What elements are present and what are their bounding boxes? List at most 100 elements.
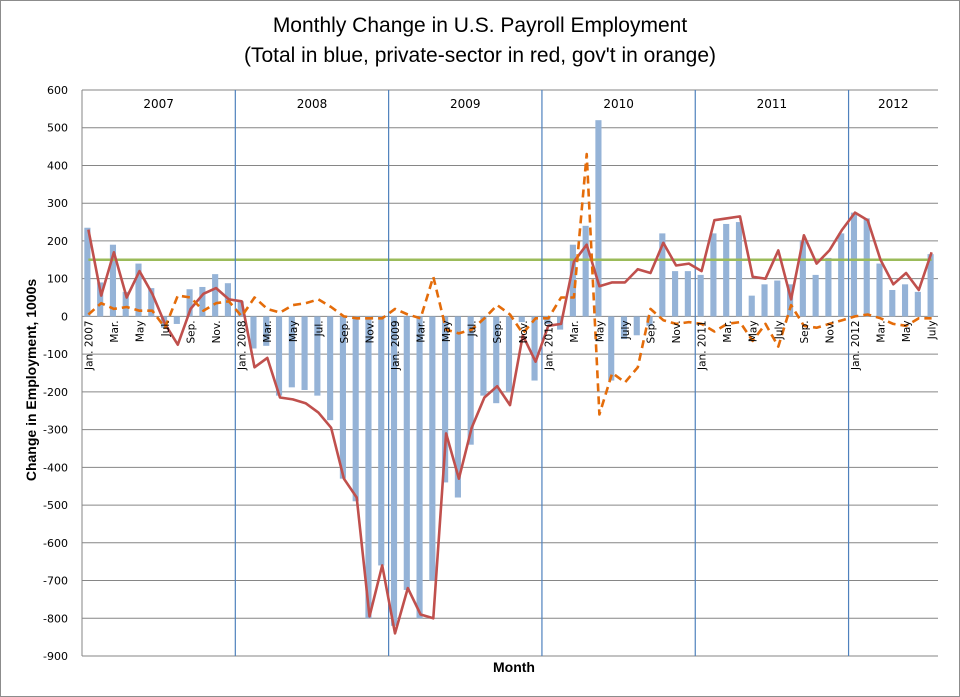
- y-tick-label: -100: [43, 348, 68, 361]
- x-tick-label: July: [620, 320, 632, 340]
- y-tick-label: 0: [61, 310, 68, 323]
- x-tick-label: Mar.: [109, 320, 121, 342]
- bar-total: [787, 284, 794, 317]
- x-axis-label: Month: [493, 659, 535, 675]
- bar-total: [748, 295, 755, 317]
- bar-total: [927, 254, 934, 317]
- bar-total: [288, 316, 295, 388]
- bar-total: [723, 223, 730, 317]
- x-tick-label: Sep.: [339, 320, 351, 343]
- bar-total: [212, 274, 219, 317]
- x-tick-label: Jan. 2012: [850, 320, 862, 371]
- bar-total: [237, 301, 244, 317]
- bar-total: [97, 282, 104, 317]
- bar-total: [544, 316, 551, 324]
- year-labels: 2007 2008 2009 2010 2011 2012: [143, 97, 908, 111]
- bar-total: [109, 244, 117, 317]
- y-tick-label: 500: [47, 122, 68, 135]
- bar-total: [301, 316, 308, 390]
- bar-total: [263, 316, 270, 346]
- x-tick-label: Sep.: [799, 320, 811, 343]
- bar-total: [186, 289, 193, 317]
- year-label: 2011: [757, 97, 788, 111]
- y-axis-ticks: 600 500 400 300 200 100 0 -100 -200 -300 -400 -500 -…: [43, 84, 68, 663]
- y-tick-label: -900: [43, 650, 68, 663]
- bar-total: [569, 244, 576, 317]
- bar-total: [493, 316, 500, 404]
- bar-total: [646, 316, 653, 326]
- bar-total: [275, 316, 283, 396]
- chart-title: Monthly Change in U.S. Payroll Employmen…: [272, 14, 688, 37]
- bar-total: [838, 233, 845, 317]
- y-tick-label: -600: [43, 537, 68, 550]
- y-tick-label: -700: [43, 575, 68, 588]
- x-tick-label: Sep.: [492, 320, 504, 343]
- series-lines: [87, 152, 933, 635]
- bar-total: [352, 316, 359, 502]
- bar-total: [672, 271, 679, 317]
- bar-total: [799, 240, 806, 317]
- x-tick-label: Jul.: [467, 320, 479, 337]
- y-tick-label: 200: [47, 235, 68, 248]
- bar-total: [761, 284, 768, 317]
- x-tick-label: Jan. 2010: [543, 320, 555, 371]
- x-tick-label: Jan. 2007: [83, 320, 95, 371]
- y-tick-label: -800: [43, 612, 68, 625]
- x-tick-label: Mar.: [722, 320, 734, 342]
- bar-total: [480, 316, 487, 396]
- x-tick-label: May: [594, 320, 606, 342]
- bar-total: [416, 316, 423, 619]
- y-tick-label: -300: [43, 424, 68, 437]
- year-label: 2007: [143, 97, 174, 111]
- bar-total: [442, 316, 449, 483]
- x-tick-label: May: [134, 320, 146, 342]
- bar-total: [620, 316, 628, 340]
- bar-total: [454, 316, 461, 498]
- x-tick-label: Mar.: [569, 320, 581, 342]
- bar-total: [633, 316, 640, 336]
- bar-total: [199, 286, 206, 317]
- x-tick-label: Jul.: [160, 320, 172, 337]
- year-separators: [234, 90, 850, 656]
- x-tick-label: May: [748, 320, 760, 342]
- x-tick-label: Mar.: [876, 320, 888, 342]
- y-tick-label: -500: [43, 499, 68, 512]
- bar-total: [148, 288, 155, 317]
- y-tick-label: 400: [47, 159, 68, 172]
- year-label: 2009: [450, 97, 481, 111]
- bar-total: [659, 233, 666, 317]
- bar-total: [84, 227, 91, 317]
- x-tick-label: Sep.: [646, 320, 658, 343]
- bar-total: [365, 316, 372, 619]
- bar-total: [863, 218, 870, 317]
- bar-total: [327, 316, 334, 421]
- bar-total: [250, 316, 257, 349]
- bar-total: [390, 316, 398, 626]
- x-tick-label: Jan. 2009: [390, 320, 402, 371]
- bar-total: [505, 316, 513, 392]
- x-tick-label: Sep.: [186, 320, 198, 343]
- bar-total: [914, 291, 921, 317]
- x-tick-label: Jan. 2011: [697, 320, 709, 371]
- bar-total: [876, 263, 883, 317]
- x-tick-label: Nov.: [364, 320, 376, 343]
- bar-total: [339, 316, 346, 479]
- y-tick-label: 600: [47, 84, 68, 97]
- bar-total: [710, 233, 717, 317]
- x-tick-label: May: [441, 320, 453, 342]
- y-tick-label: -200: [43, 386, 68, 399]
- x-axis-tick-labels: Jan. 2007 Mar. May Jul. Sep. Nov. Jan. 2008 Mar…: [83, 320, 938, 371]
- total-bars: [84, 120, 934, 626]
- bar-total: [697, 274, 704, 317]
- chart-subtitle: (Total in blue, private-sector in red, g…: [243, 44, 717, 67]
- y-tick-label: -400: [43, 461, 68, 474]
- bar-total: [531, 316, 538, 381]
- x-tick-label: July: [927, 320, 939, 340]
- bar-total: [850, 212, 858, 317]
- x-tick-label: Nov.: [211, 320, 223, 343]
- bar-total: [429, 316, 436, 581]
- bar-total: [173, 316, 180, 324]
- bar-total: [403, 316, 410, 590]
- bar-total: [122, 291, 129, 317]
